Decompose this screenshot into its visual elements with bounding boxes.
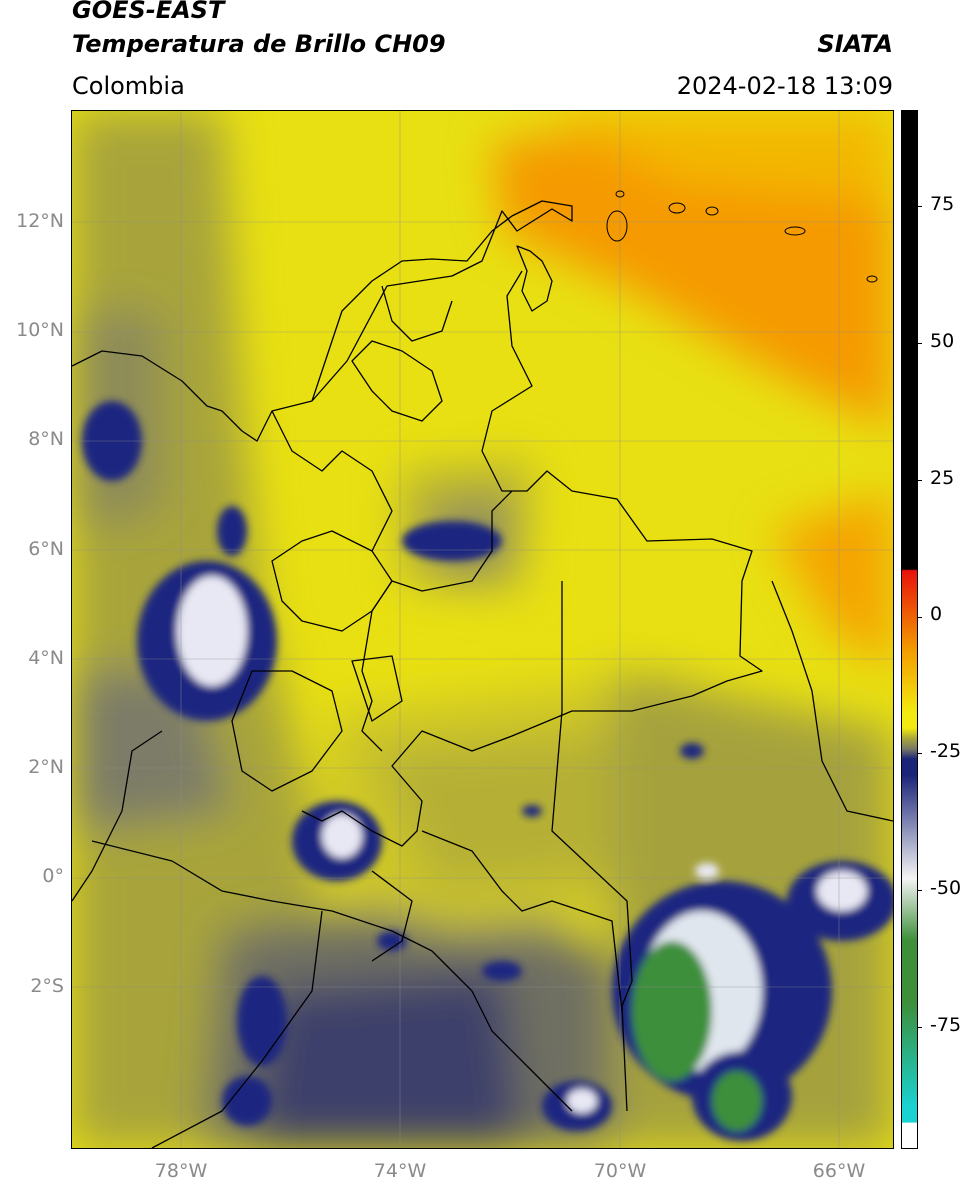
cbar-label-50: 50 bbox=[930, 330, 954, 352]
lat-label-2n: 2°N bbox=[4, 756, 64, 778]
cbar-tick-mark bbox=[917, 617, 922, 618]
cbar-tick-mark bbox=[917, 206, 922, 207]
title-satellite: GOES-EAST bbox=[72, 0, 224, 24]
lon-label-74w: 74°W bbox=[360, 1160, 440, 1182]
cbar-tick-mark bbox=[917, 753, 922, 754]
cbar-label-minus25: -25 bbox=[930, 740, 961, 762]
lon-label-78w: 78°W bbox=[141, 1160, 221, 1182]
lat-label-4n: 4°N bbox=[4, 647, 64, 669]
lat-label-2s: 2°S bbox=[4, 975, 64, 997]
cbar-label-75: 75 bbox=[930, 193, 954, 215]
cbar-label-0: 0 bbox=[930, 603, 942, 625]
lat-label-0: 0° bbox=[4, 865, 64, 887]
region-label: Colombia bbox=[72, 72, 185, 100]
lat-label-10n: 10°N bbox=[4, 319, 64, 341]
title-product: Temperatura de Brillo CH09 bbox=[72, 30, 446, 58]
lat-label-6n: 6°N bbox=[4, 538, 64, 560]
cbar-tick-mark bbox=[917, 1027, 922, 1028]
cbar-label-minus75: -75 bbox=[930, 1014, 961, 1036]
lat-label-12n: 12°N bbox=[4, 210, 64, 232]
lat-label-8n: 8°N bbox=[4, 428, 64, 450]
lon-label-66w: 66°W bbox=[799, 1160, 879, 1182]
cbar-tick-mark bbox=[917, 343, 922, 344]
cbar-label-minus50: -50 bbox=[930, 877, 961, 899]
datetime-label: 2024-02-18 13:09 bbox=[677, 72, 893, 100]
cbar-tick-mark bbox=[917, 890, 922, 891]
map-border bbox=[71, 110, 894, 1149]
colorbar-border bbox=[901, 110, 918, 1149]
agency-label: SIATA bbox=[817, 30, 893, 58]
lon-label-70w: 70°W bbox=[580, 1160, 660, 1182]
cbar-tick-mark bbox=[917, 480, 922, 481]
cbar-label-25: 25 bbox=[930, 467, 954, 489]
